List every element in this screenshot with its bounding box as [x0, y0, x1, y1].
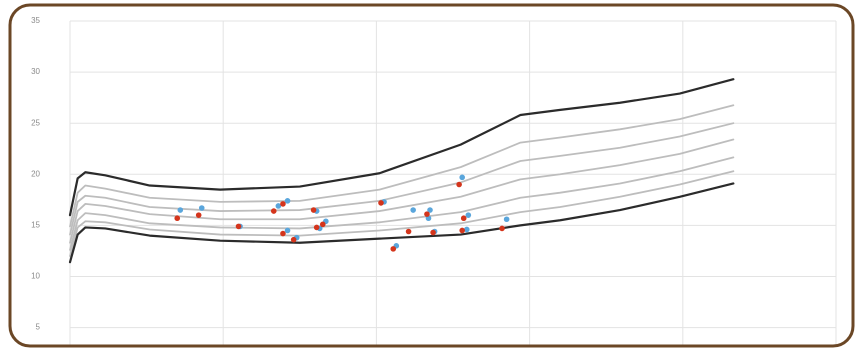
data-point — [459, 174, 465, 181]
plot-area: 5 10 15 20 25 30 35 — [31, 16, 837, 346]
data-point — [235, 223, 242, 230]
data-point — [427, 207, 433, 213]
data-point — [390, 246, 397, 252]
y-tick-label: 35 — [31, 16, 40, 25]
y-tick-label: 5 — [36, 323, 41, 332]
data-point — [456, 181, 462, 188]
y-tick-label: 15 — [31, 220, 40, 229]
data-point — [463, 226, 470, 233]
percentile-line — [68, 78, 735, 217]
data-point — [195, 212, 202, 218]
data-point — [378, 200, 384, 206]
data-point — [270, 208, 277, 214]
data-point — [284, 227, 291, 234]
percentile-line — [69, 138, 735, 244]
data-point — [174, 215, 181, 222]
data-point — [310, 207, 317, 213]
data-point — [405, 228, 412, 235]
y-tick-label: 25 — [31, 118, 40, 127]
data-point — [275, 203, 282, 209]
data-point — [424, 211, 430, 217]
data-point — [313, 224, 320, 231]
data-point — [460, 215, 467, 222]
percentile-line — [69, 170, 735, 257]
data-point — [430, 229, 436, 236]
data-point — [280, 201, 286, 207]
data-point — [177, 207, 184, 213]
y-tick-label: 20 — [31, 169, 40, 178]
data-point — [284, 198, 291, 204]
data-point — [465, 212, 472, 218]
data-point — [410, 207, 416, 213]
frame — [8, 3, 855, 348]
data-point — [280, 230, 286, 237]
data-point — [290, 236, 297, 243]
data-point — [198, 205, 205, 211]
data-point — [459, 227, 465, 234]
percentile-line — [69, 156, 735, 251]
y-tick-label: 30 — [31, 67, 40, 76]
percentile-line — [69, 122, 735, 236]
data-point — [503, 216, 510, 223]
data-point — [319, 221, 326, 228]
y-tick-label: 10 — [31, 272, 40, 281]
percentile-line — [68, 182, 735, 264]
percentile-line — [69, 104, 735, 228]
data-point — [499, 225, 505, 232]
